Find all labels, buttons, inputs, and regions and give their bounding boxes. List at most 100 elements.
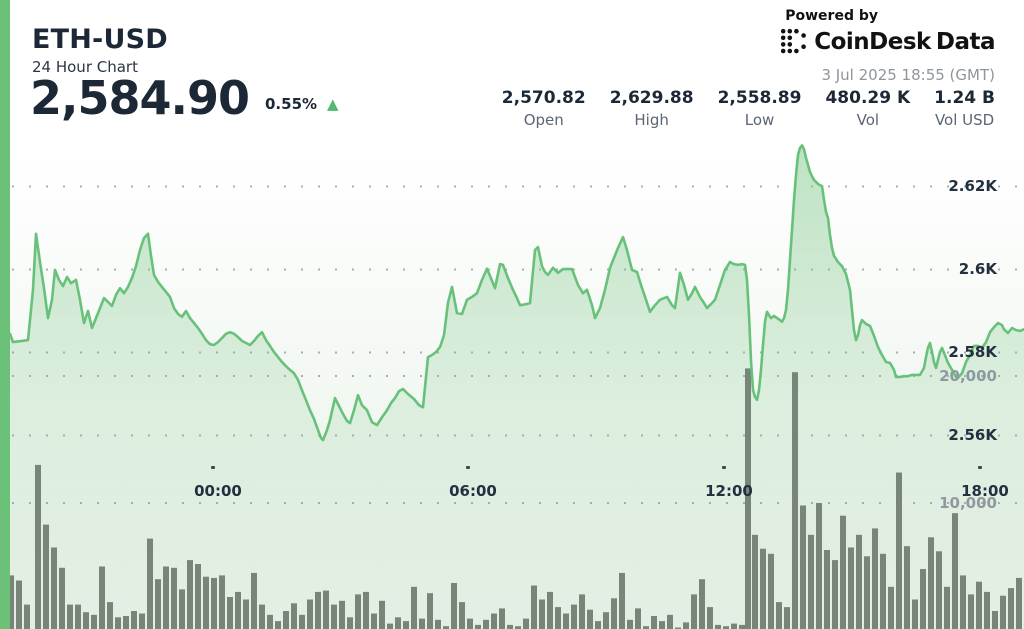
stats-row: 2,570.82 Open 2,629.88 High 2,558.89 Low… xyxy=(502,88,995,129)
volume-bar xyxy=(571,604,577,629)
volume-bar xyxy=(35,464,41,629)
volume-bar xyxy=(443,626,449,629)
low-label: Low xyxy=(744,111,775,129)
volume-bar xyxy=(896,472,902,629)
coindesk-brand-text: CoinDesk xyxy=(814,29,931,55)
volume-bar xyxy=(880,553,886,629)
volume-bar xyxy=(651,616,657,629)
volume-bar xyxy=(59,567,65,629)
volume-bar xyxy=(507,624,513,629)
volume-bar xyxy=(888,586,894,629)
volume-bar xyxy=(219,575,225,629)
volume-bar xyxy=(912,599,918,629)
volume-bar xyxy=(952,513,958,629)
volume-bar xyxy=(291,603,297,629)
volume-bar xyxy=(928,537,934,629)
volume-bar xyxy=(768,553,774,629)
volume-bar xyxy=(635,608,641,629)
volume-bar xyxy=(315,591,321,629)
volume-bar xyxy=(723,626,729,629)
coindesk-data-text: Data xyxy=(935,29,996,55)
volume-bar xyxy=(659,621,665,629)
volume-bar xyxy=(904,546,910,629)
volume-bar xyxy=(699,579,705,629)
volume-bar xyxy=(683,622,689,629)
volume-bar xyxy=(139,613,145,629)
volume-bar xyxy=(379,600,385,629)
volume-bar xyxy=(107,602,113,629)
volume-bar xyxy=(792,372,798,629)
volume-bar xyxy=(467,618,473,629)
volume-bar xyxy=(491,613,497,629)
volume-bar xyxy=(515,626,521,629)
volume-bar xyxy=(16,580,22,629)
x-axis-tick xyxy=(211,466,215,469)
volume-bar xyxy=(323,590,329,629)
stat-low: 2,558.89 Low xyxy=(718,88,802,129)
volume-axis-label: 10,000 xyxy=(939,494,997,512)
volume-bar xyxy=(715,624,721,629)
vol-usd-value: 1.24 B xyxy=(934,88,995,108)
vol-label: Vol xyxy=(856,111,880,129)
volume-bar xyxy=(675,627,681,629)
attribution-block[interactable]: Powered by CoinDesk Data xyxy=(780,8,996,56)
volume-bar xyxy=(547,591,553,629)
volume-bar xyxy=(259,604,265,629)
change-percent: 0.55% xyxy=(265,95,318,114)
volume-bar xyxy=(211,577,217,629)
volume-bar xyxy=(403,621,409,629)
volume-bar xyxy=(8,575,14,629)
volume-bar xyxy=(960,575,966,629)
volume-bar xyxy=(872,528,878,629)
volume-bar xyxy=(739,624,745,629)
volume-bar xyxy=(203,576,209,629)
volume-bar xyxy=(371,613,377,629)
x-axis-tick xyxy=(466,466,470,469)
stat-vol-usd: 1.24 B Vol USD xyxy=(934,88,995,129)
volume-bar xyxy=(171,567,177,629)
volume-bar xyxy=(816,503,822,629)
volume-bar xyxy=(776,602,782,629)
volume-bar xyxy=(760,548,766,629)
volume-bar xyxy=(752,534,758,629)
volume-bar xyxy=(475,624,481,629)
x-axis-label: 12:00 xyxy=(705,482,753,500)
volume-bar xyxy=(976,581,982,629)
volume-bar xyxy=(75,604,81,629)
volume-bar xyxy=(563,613,569,629)
x-axis-label: 06:00 xyxy=(449,482,497,500)
volume-bar xyxy=(483,619,489,629)
volume-bar xyxy=(832,560,838,629)
volume-bar xyxy=(275,621,281,629)
volume-bar xyxy=(984,591,990,629)
volume-bar xyxy=(920,569,926,629)
volume-bar xyxy=(539,599,545,629)
volume-bar xyxy=(163,566,169,629)
volume-bar xyxy=(745,368,751,629)
volume-bar xyxy=(848,547,854,629)
volume-bar xyxy=(115,617,121,629)
chart-subtitle: 24 Hour Chart xyxy=(32,58,138,76)
volume-bar xyxy=(555,607,561,629)
coindesk-logo[interactable]: CoinDesk Data xyxy=(780,28,996,56)
volume-bar xyxy=(83,612,89,629)
price-area-fill xyxy=(10,145,1024,629)
volume-bar xyxy=(968,594,974,629)
volume-bar xyxy=(307,599,313,629)
volume-bar xyxy=(451,583,457,629)
high-value: 2,629.88 xyxy=(609,88,694,108)
volume-bar xyxy=(235,591,241,629)
volume-bar xyxy=(123,616,129,629)
current-price: 2,584.90 xyxy=(30,71,250,125)
volume-bar xyxy=(595,621,601,629)
volume-bar xyxy=(824,550,830,629)
volume-bar xyxy=(531,585,537,629)
volume-bar xyxy=(587,609,593,629)
volume-bar xyxy=(187,560,193,629)
volume-bar xyxy=(707,607,713,629)
vol-usd-label: Vol USD xyxy=(934,111,995,129)
price-block: 2,584.90 0.55% ▲ xyxy=(30,71,339,125)
volume-bar xyxy=(435,619,441,629)
